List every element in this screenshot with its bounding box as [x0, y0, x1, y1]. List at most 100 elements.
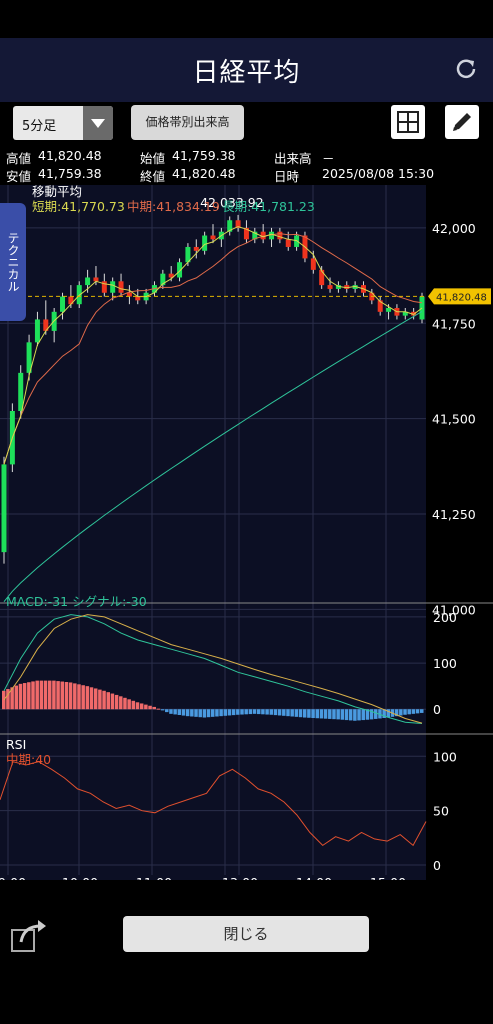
macd-histogram-bar: [39, 680, 44, 710]
macd-histogram-bar: [206, 709, 211, 718]
macd-histogram-bar: [56, 681, 60, 710]
macd-histogram-bar: [244, 709, 248, 715]
candle-body: [210, 235, 216, 240]
macd-histogram-bar: [144, 704, 148, 710]
price-tick-label: 41,250: [432, 507, 476, 522]
macd-histogram-bar: [160, 709, 165, 711]
macd-histogram-bar: [302, 709, 307, 718]
macd-histogram-bar: [27, 682, 31, 710]
macd-histogram-bar: [22, 683, 27, 710]
rsi-line: [0, 761, 427, 847]
close-label: 終値: [140, 169, 166, 184]
macd-histogram-bar: [64, 682, 69, 710]
macd-histogram-bar: [265, 709, 269, 715]
macd-histogram-bar: [169, 709, 173, 714]
candle-body: [202, 235, 208, 251]
macd-histogram-bar: [98, 689, 102, 710]
macd-histogram-bar: [148, 705, 152, 710]
macd-histogram-bar: [277, 709, 282, 716]
chart-toolbar: 5分足 価格帯別出来高: [0, 102, 493, 146]
ma-title: 移動平均: [32, 185, 82, 199]
macd-histogram-bar: [131, 700, 136, 710]
macd-histogram-bar: [365, 709, 370, 720]
candle-body: [177, 262, 183, 278]
macd-histogram-bar: [294, 709, 299, 717]
macd-histogram-bar: [336, 709, 340, 720]
macd-histogram-bar: [311, 709, 315, 718]
time-tick-label: 9:00: [0, 875, 26, 880]
time-tick-label: 13:00: [222, 875, 258, 880]
app-header: 日経平均: [0, 38, 493, 102]
rsi-tick-label: 0: [433, 858, 441, 873]
high-marker-label: 42,033.92: [200, 195, 264, 210]
price-chart[interactable]: 41,000 41,250 41,500 41,750 42,000 41,820.48 4…: [0, 185, 493, 880]
interval-select[interactable]: 5分足: [13, 106, 113, 140]
volume-label: 出来高: [274, 151, 312, 166]
pencil-icon: [453, 113, 471, 131]
close-button[interactable]: 閉じる: [123, 916, 369, 952]
layout-grid-button[interactable]: [391, 105, 425, 139]
share-icon[interactable]: [11, 918, 47, 952]
macd-histogram-bar: [319, 709, 324, 719]
price-volume-button[interactable]: 価格帯別出来高: [131, 105, 244, 140]
macd-histogram-bar: [236, 709, 240, 715]
macd-histogram-bar: [323, 709, 328, 719]
macd-histogram-bar: [106, 692, 110, 710]
macd-histogram-bar: [328, 709, 332, 719]
rsi-legend: 中期:40: [6, 752, 51, 767]
macd-histogram-bar: [231, 709, 236, 716]
macd-histogram-bar: [18, 683, 23, 710]
candle-body: [227, 220, 233, 232]
macd-histogram-bar: [361, 709, 365, 721]
price-tick-label: 42,000: [432, 221, 476, 236]
candle-body: [327, 285, 333, 289]
candle-body: [43, 319, 49, 331]
rsi-tick-label: 50: [433, 804, 449, 819]
candle-body: [18, 372, 24, 411]
candle-body: [335, 285, 341, 289]
candle-body: [85, 277, 91, 286]
macd-histogram-bar: [123, 697, 127, 710]
macd-histogram-bar: [332, 709, 336, 720]
technical-tab[interactable]: テクニカル: [0, 203, 26, 321]
macd-histogram-bar: [252, 709, 257, 714]
macd-histogram-bar: [386, 709, 391, 718]
macd-histogram-bar: [114, 694, 119, 710]
price-tick-label: 41,750: [432, 316, 476, 331]
open-value: 41,759.38: [172, 148, 236, 163]
candle-body: [135, 296, 141, 301]
macd-histogram-bar: [43, 680, 48, 710]
refresh-icon[interactable]: [453, 56, 479, 82]
macd-histogram-bar: [256, 709, 261, 715]
macd-histogram-bar: [344, 709, 349, 721]
macd-histogram-bar: [415, 709, 420, 714]
ma-legend-mid: 中期:41,834.19: [127, 199, 220, 214]
rsi-title: RSI: [6, 737, 26, 752]
time-label: 日時: [274, 169, 300, 184]
interval-value: 5分足: [22, 119, 57, 134]
macd-histogram-bar: [156, 708, 161, 710]
macd-histogram-bar: [223, 709, 228, 716]
macd-histogram-bar: [85, 686, 90, 710]
macd-histogram-bar: [399, 709, 403, 716]
macd-histogram-bar: [307, 709, 311, 718]
candle-body: [386, 308, 392, 312]
candle-body: [252, 231, 258, 240]
candle-body: [243, 227, 249, 240]
macd-legend: MACD:-31 シグナル:-30: [6, 594, 147, 609]
candle-body: [110, 281, 116, 293]
open-label: 始値: [140, 151, 166, 166]
macd-histogram-bar: [81, 685, 85, 710]
draw-button[interactable]: [445, 105, 479, 139]
low-label: 安値: [6, 169, 32, 184]
macd-histogram-bar: [14, 685, 19, 710]
candle-body: [60, 296, 66, 312]
candle-body: [377, 300, 383, 312]
macd-histogram-bar: [340, 709, 345, 720]
time-tick-label: 15:00: [370, 875, 406, 880]
macd-histogram-bar: [378, 709, 382, 719]
chevron-down-icon: [83, 106, 113, 140]
macd-histogram-bar: [165, 709, 169, 713]
grid-icon: [397, 111, 419, 133]
macd-histogram-bar: [73, 683, 77, 710]
